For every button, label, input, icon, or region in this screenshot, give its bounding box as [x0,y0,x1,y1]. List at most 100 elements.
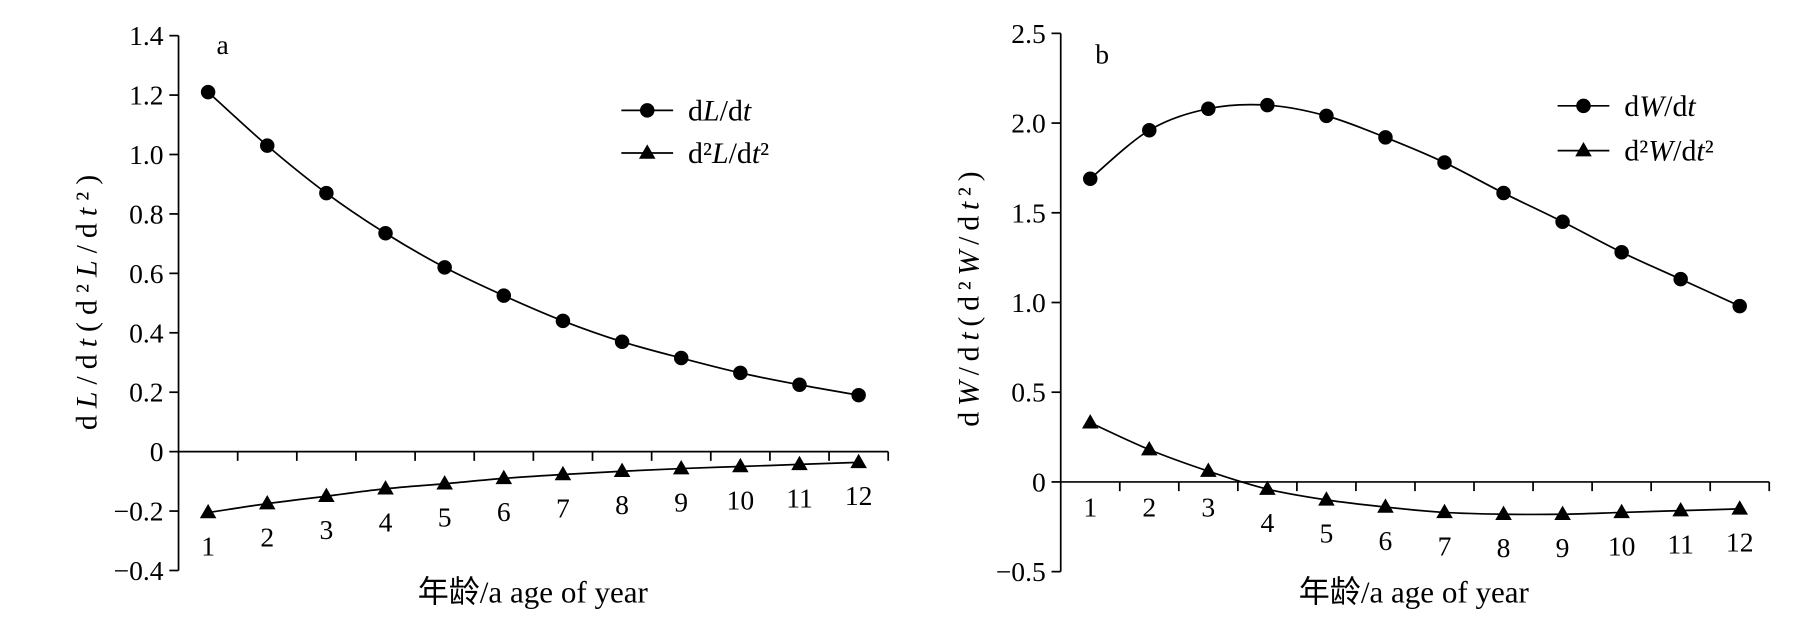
panel-label-a: a [216,29,228,60]
dl-dt-point [733,365,748,381]
dl-dt-point [673,350,689,366]
d2l-dt2-point [436,475,453,490]
dl-dt-point [378,226,393,241]
dw-dt-point [1732,298,1747,314]
d2l-dt2-point [613,462,631,478]
y-axis-title-a: dL/dt(d²L/dt²) [70,175,103,430]
legend-triangle-marker [1575,142,1592,157]
dl-dt-point [437,260,452,275]
y-axis-title-b: dW/dt(d²W/dt²) [952,171,985,426]
legend-circle-marker [639,103,655,118]
d2l-dt2-point [495,469,513,485]
x-tick-label: 1 [1083,492,1097,523]
d2l-dt2-point [850,453,867,469]
d2w-dt2-point [1081,414,1099,429]
legend-a: dL/dt d²L/dt² [621,94,769,169]
y-tick-label: 1.4 [129,20,164,51]
dl-dt-point [614,334,630,349]
x-axis-title-b: 年龄/a age of year [1299,575,1530,610]
x-tick-label: 3 [319,514,333,545]
x-tick-label: 9 [674,486,688,517]
dl-dt-point [319,185,334,201]
y-tick-label: 1.5 [1011,197,1046,228]
d2w-dt2-point [1672,502,1689,517]
x-tick-label: 12 [1726,527,1754,558]
d2l-dt2-point [318,487,335,502]
legend-label: d²W/dt² [1624,134,1713,167]
x-tick-label: 3 [1201,492,1215,523]
d2w-dt2-point [1613,503,1630,519]
d2l-dt2-point [258,495,276,510]
y-tick-label: 1.2 [129,80,163,111]
x-tick-label: 4 [1260,507,1274,538]
d2l-dt2-point [377,480,394,495]
dw-dt-point [1201,101,1216,116]
x-tick-label: 10 [1608,530,1636,561]
legend-label: dW/dt [1624,89,1696,122]
y-tick-label: −0.2 [114,496,164,527]
x-tick-label: 8 [1497,532,1511,563]
x-tick-label: 11 [786,482,813,513]
y-tick-label: −0.4 [114,555,164,586]
dl-dt-point [259,138,275,153]
x-tick-label: 11 [1667,528,1694,559]
dw-dt-point [1496,185,1511,201]
dl-dt-point [496,288,512,303]
d2l-dt2-point [199,503,217,519]
x-tick-label: 10 [727,484,755,515]
x-tick-label: 2 [1142,492,1156,523]
dw-dt-point [1437,155,1452,170]
dw-dt-point [1614,245,1629,260]
panel-b: 2.52.01.51.00.50−0.51 2 3 4 5 6 7 8 9 10 11 12dW/dt… [952,18,1771,610]
d2w-dt2-point [1731,500,1748,515]
d2w-dt2-point [1436,503,1453,519]
legend-label: dL/dt [688,94,752,127]
dl-dt-point [200,84,216,100]
y-tick-label: 1.0 [1011,287,1046,318]
panel-a: 1.41.21.00.80.60.40.20−0.2−0.41 2 3 4 5 6 7 8 9 1… [70,20,890,610]
d2l-dt2-point [732,457,749,473]
x-tick-label: 7 [1438,530,1452,561]
y-tick-label: 0.4 [129,317,164,348]
x-tick-label: 5 [1320,518,1334,549]
y-tick-label: 0.8 [129,198,163,229]
x-tick-label: 6 [497,496,511,527]
y-tick-label: 0 [150,436,164,467]
y-tick-label: 2.0 [1011,108,1046,139]
d2l-dt2-point [554,465,572,481]
y-tick-label: 2.5 [1011,18,1046,49]
dw-dt-point [1673,271,1688,287]
d2w-dt2-point [1318,491,1335,506]
d2w-dt2-point [1200,462,1217,477]
d2l-dt2-line [207,461,859,514]
x-tick-label: 5 [438,502,452,533]
dl-dt-point [851,387,866,403]
x-tick-label: 4 [379,507,393,538]
d2l-dt2-point [791,455,808,471]
x-axis-title-a: 年龄/a age of year [418,575,649,610]
y-tick-label: 0 [1032,466,1046,497]
x-tick-label: 7 [556,492,570,523]
legend-label: d²L/dt² [688,136,769,169]
dw-dt-point [1083,171,1098,186]
legend-triangle-marker [638,144,656,159]
y-tick-label: 1.0 [129,139,163,170]
dw-dt-point [1319,108,1334,124]
dl-dt-point [792,377,807,393]
legend-circle-marker [1576,98,1591,114]
x-tick-label: 6 [1379,525,1393,556]
y-tick-label: 0.2 [129,377,163,408]
dw-dt-point [1260,97,1275,113]
d2w-dt2-point [1495,505,1512,520]
d2w-dt2-line [1089,421,1740,516]
legend-b: dW/dt d²W/dt² [1557,89,1714,167]
dl-dt-point [555,313,571,329]
x-tick-label: 9 [1556,532,1570,563]
x-tick-label: 8 [615,489,629,520]
panel-label-b: b [1095,38,1109,69]
d2w-dt2-point [1554,505,1571,520]
y-tick-label: 0.5 [1011,377,1046,408]
d2w-dt2-point [1377,498,1394,513]
dw-dt-point [1378,130,1393,145]
